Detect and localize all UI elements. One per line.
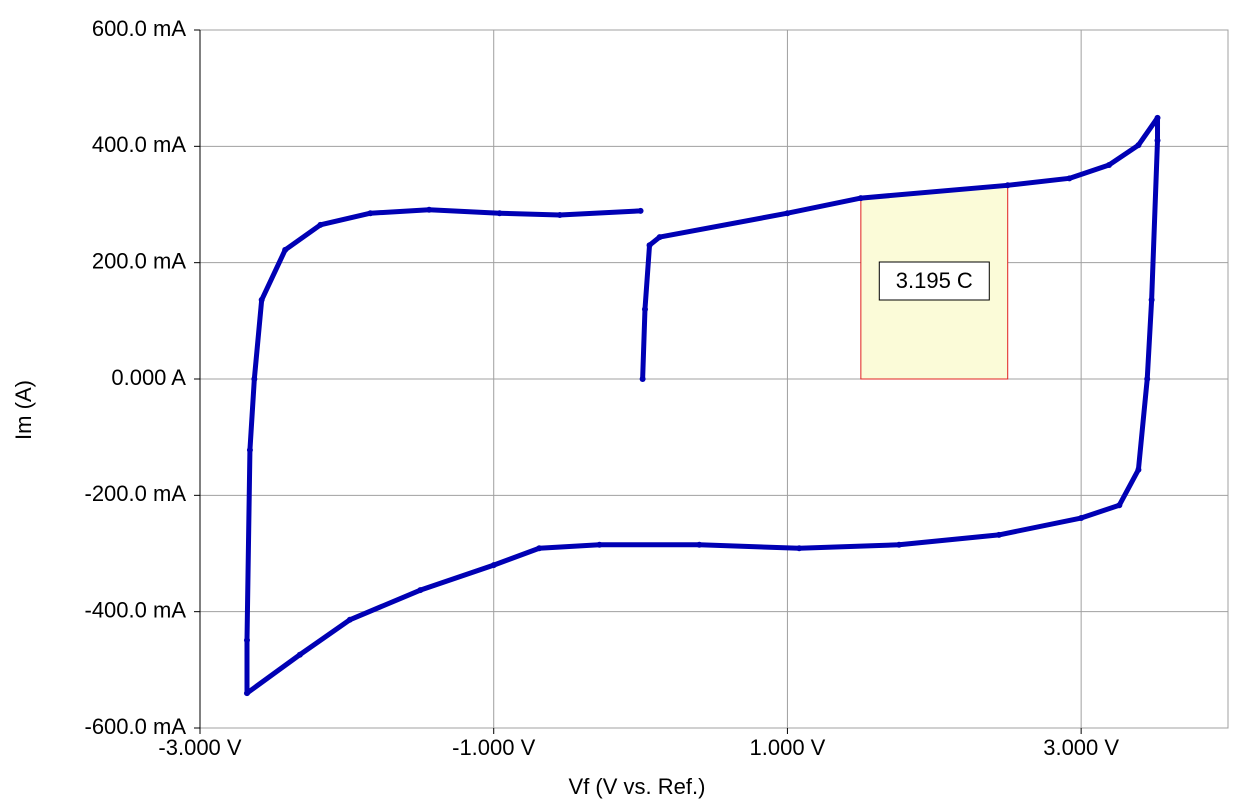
y-axis-label: Im (A) <box>11 380 36 440</box>
y-tick-label: 400.0 mA <box>92 132 186 157</box>
data-point <box>417 587 424 594</box>
data-point <box>258 296 265 303</box>
data-point <box>426 206 433 213</box>
data-point <box>346 616 353 623</box>
data-point <box>1144 376 1151 382</box>
data-point <box>1148 296 1155 303</box>
data-point <box>243 690 250 697</box>
y-tick-label: 600.0 mA <box>92 16 186 41</box>
data-point <box>995 531 1002 538</box>
data-point <box>796 545 803 552</box>
data-point <box>1078 515 1085 522</box>
x-tick-label: -1.000 V <box>452 735 535 760</box>
data-point <box>490 562 497 569</box>
data-point <box>1154 137 1161 144</box>
data-point <box>646 242 653 249</box>
data-point <box>1066 175 1073 182</box>
y-tick-label: -600.0 mA <box>85 714 187 739</box>
annotation-label: 3.195 C <box>896 268 973 293</box>
x-tick-label: 1.000 V <box>750 735 826 760</box>
y-tick-label: -400.0 mA <box>85 597 187 622</box>
data-point <box>1106 161 1113 168</box>
data-point <box>536 545 543 552</box>
data-point <box>1135 142 1142 149</box>
data-point <box>637 207 644 214</box>
data-point <box>243 637 250 644</box>
x-axis-label: Vf (V vs. Ref.) <box>569 774 706 799</box>
y-tick-label: 200.0 mA <box>92 248 186 273</box>
data-point <box>596 541 603 548</box>
data-point <box>246 446 253 453</box>
data-point <box>656 234 663 241</box>
data-point <box>296 651 303 658</box>
x-tick-label: -3.000 V <box>158 735 241 760</box>
data-point <box>1135 466 1142 473</box>
x-tick-label: 3.000 V <box>1043 735 1119 760</box>
data-point <box>639 376 646 382</box>
data-point <box>896 541 903 548</box>
data-point <box>641 306 648 313</box>
data-point <box>282 246 289 253</box>
data-point <box>317 221 324 228</box>
annotation-box <box>878 261 990 301</box>
data-point <box>784 210 791 217</box>
y-tick-label: 0.000 A <box>111 365 186 390</box>
data-point <box>1004 182 1011 189</box>
data-point <box>696 541 703 548</box>
data-point <box>1154 114 1161 121</box>
data-point <box>367 210 374 217</box>
data-point <box>496 210 503 217</box>
data-point <box>251 376 258 382</box>
data-point <box>556 211 563 218</box>
y-tick-label: -200.0 mA <box>85 481 187 506</box>
data-point <box>857 195 864 202</box>
data-point <box>1116 502 1123 509</box>
